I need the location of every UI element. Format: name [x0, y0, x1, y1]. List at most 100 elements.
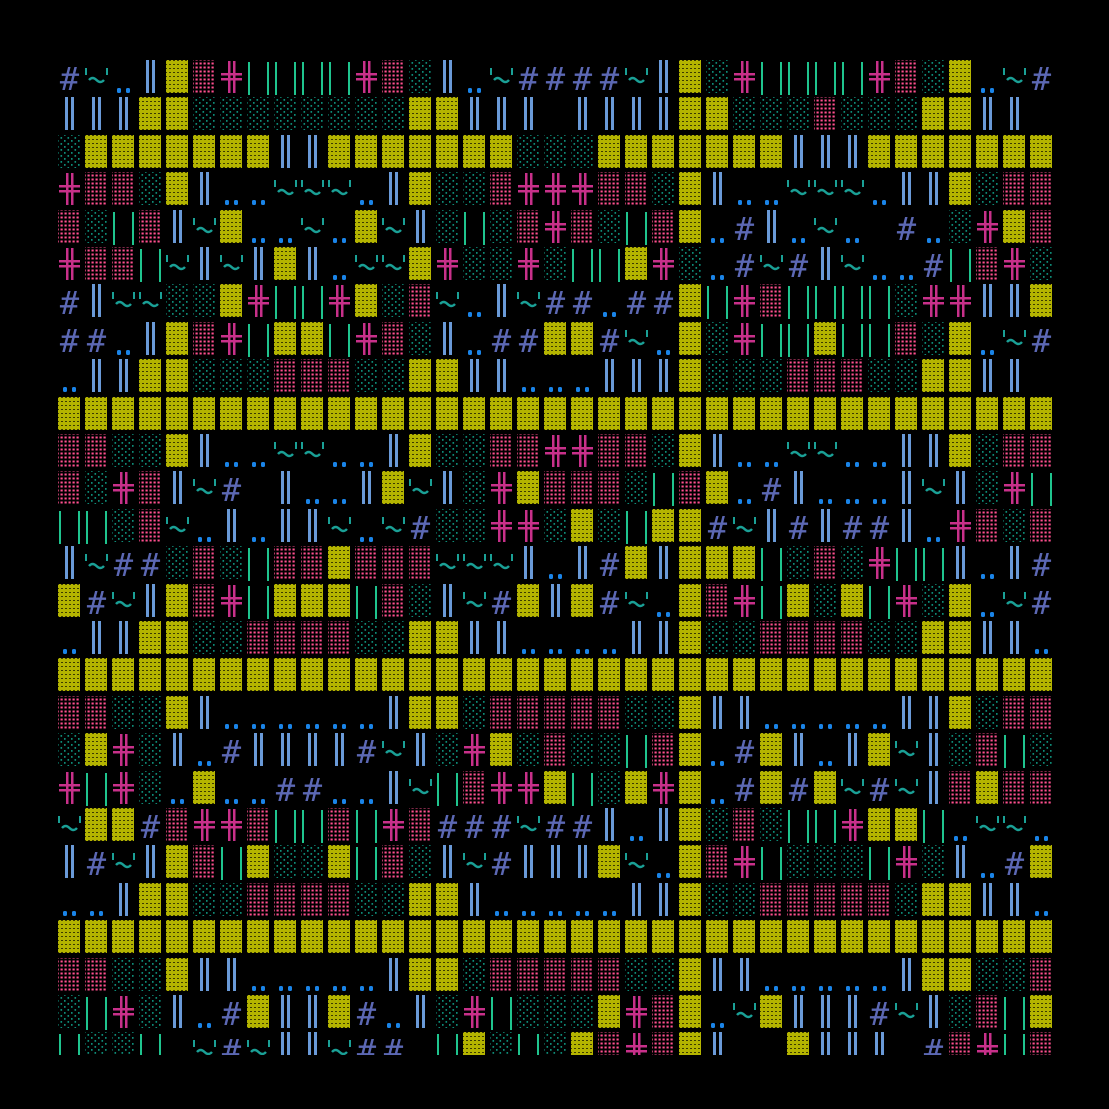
- glyph-green-double-bar: [272, 58, 299, 95]
- glyph-blue-double-bar: [569, 843, 596, 880]
- glyph-blue-double-bar: [380, 170, 407, 207]
- magenta-double-cross-icon: [626, 995, 647, 1028]
- glyph-teal-sparse-dots: [569, 731, 596, 768]
- teal-sparse-dots-icon: [976, 433, 998, 467]
- glyph-yellow-dense-block: [812, 918, 839, 955]
- glyph-hash: #: [866, 769, 893, 809]
- yellow-dense-block-icon: [733, 658, 755, 692]
- yellow-dense-block-icon: [166, 396, 188, 430]
- yellow-dense-block-icon: [193, 658, 215, 692]
- hash-icon: #: [600, 322, 620, 360]
- glyph-yellow-dense-block: [947, 133, 974, 170]
- glyph-yellow-dense-block: [83, 395, 110, 432]
- glyph-pink-dotted-block: [137, 208, 164, 245]
- glyph-teal-sparse-dots: [191, 881, 218, 918]
- glyph-yellow-dense-block: [461, 656, 488, 693]
- pink-dotted-block-icon: [409, 284, 431, 318]
- glyph-blue-double-bar: [110, 95, 137, 132]
- glyph-quote-tilde-quote: [299, 208, 326, 245]
- glyph-hash: #: [731, 769, 758, 809]
- glyph-pink-dotted-block: [83, 245, 110, 282]
- svg-text:#: #: [222, 995, 242, 1033]
- hash-icon: #: [546, 808, 566, 846]
- blue-dots-icon: [927, 536, 940, 542]
- quote-tilde-quote-icon: [1003, 67, 1026, 84]
- quote-tilde-quote-icon: [1003, 815, 1026, 832]
- glyph-teal-sparse-dots: [110, 956, 137, 993]
- svg-text:#: #: [1032, 584, 1052, 622]
- glyph-teal-sparse-dots: [704, 881, 731, 918]
- glyph-yellow-dense-block: [893, 133, 920, 170]
- glyph-yellow-dense-block: [137, 133, 164, 170]
- blue-double-bar-icon: [200, 957, 209, 991]
- yellow-dense-block-icon: [166, 97, 188, 131]
- glyph-green-double-bar: [758, 320, 785, 357]
- glyph-hash: #: [56, 58, 83, 98]
- blue-double-bar-icon: [551, 583, 560, 617]
- glyph-pink-dotted-block: [650, 731, 677, 768]
- yellow-dense-block-icon: [949, 583, 971, 617]
- teal-sparse-dots-icon: [247, 97, 269, 131]
- yellow-dense-block-icon: [355, 209, 377, 243]
- blue-dots-icon: [603, 312, 616, 318]
- green-double-bar-icon: [140, 1034, 161, 1055]
- glyph-magenta-double-cross: [1001, 245, 1028, 282]
- teal-sparse-dots-icon: [895, 359, 917, 393]
- blue-double-bar-icon: [605, 359, 614, 393]
- pink-dotted-block-icon: [706, 845, 728, 879]
- glyph-yellow-dense-block: [245, 993, 272, 1030]
- pink-dotted-block-icon: [247, 620, 269, 654]
- glyph-row: [56, 881, 1055, 918]
- blue-dots-icon: [225, 723, 238, 729]
- pink-dotted-block-icon: [328, 807, 350, 841]
- glyph-yellow-dense-block: [1028, 918, 1055, 955]
- quote-tilde-quote-icon: [220, 254, 243, 271]
- yellow-dense-block-icon: [841, 396, 863, 430]
- glyph-blue-double-bar: [650, 95, 677, 132]
- teal-sparse-dots-icon: [733, 97, 755, 131]
- blue-double-bar-icon: [659, 620, 668, 654]
- blue-dots-icon: [198, 761, 211, 767]
- glyph-teal-sparse-dots: [596, 208, 623, 245]
- glyph-teal-sparse-dots: [272, 843, 299, 880]
- glyph-yellow-dense-block: [137, 357, 164, 394]
- glyph-green-double-bar: [812, 58, 839, 95]
- glyph-yellow-dense-block: [488, 656, 515, 693]
- pink-dotted-block-icon: [490, 433, 512, 467]
- blue-dots-icon: [333, 499, 346, 505]
- glyph-hash: #: [785, 769, 812, 809]
- glyph-pink-dotted-block: [704, 582, 731, 619]
- pink-dotted-block-icon: [193, 59, 215, 93]
- pink-dotted-block-icon: [868, 882, 890, 916]
- teal-sparse-dots-icon: [922, 321, 944, 355]
- pink-dotted-block-icon: [571, 957, 593, 991]
- glyph-blue-dots: [866, 956, 893, 993]
- glyph-hash: #: [461, 806, 488, 846]
- yellow-dense-block-icon: [706, 546, 728, 580]
- glyph-pink-dotted-block: [272, 544, 299, 581]
- glyph-blue-double-bar: [650, 357, 677, 394]
- blue-double-bar-icon: [929, 994, 938, 1028]
- glyph-yellow-dense-block: [947, 918, 974, 955]
- yellow-dense-block-icon: [814, 321, 836, 355]
- glyph-yellow-dense-block: [650, 656, 677, 693]
- magenta-double-cross-icon: [518, 771, 539, 804]
- pink-dotted-block-icon: [193, 583, 215, 617]
- glyph-yellow-dense-block: [434, 357, 461, 394]
- glyph-yellow-dense-block: [677, 208, 704, 245]
- magenta-double-cross-icon: [329, 285, 350, 318]
- green-double-bar-icon: [59, 510, 80, 544]
- glyph-green-double-bar: [299, 282, 326, 320]
- glyph-yellow-dense-block: [434, 95, 461, 132]
- glyph-teal-sparse-dots: [542, 1030, 569, 1055]
- glyph-hash: #: [596, 320, 623, 360]
- glyph-yellow-dense-block: [596, 395, 623, 432]
- glyph-blue-double-bar: [353, 469, 380, 506]
- glyph-yellow-dense-block: [434, 918, 461, 955]
- blue-double-bar-icon: [308, 246, 317, 280]
- teal-sparse-dots-icon: [571, 733, 593, 767]
- glyph-teal-sparse-dots: [839, 95, 866, 132]
- yellow-dense-block-icon: [706, 920, 728, 954]
- pink-dotted-block-icon: [652, 733, 674, 767]
- glyph-blue-double-bar: [461, 95, 488, 132]
